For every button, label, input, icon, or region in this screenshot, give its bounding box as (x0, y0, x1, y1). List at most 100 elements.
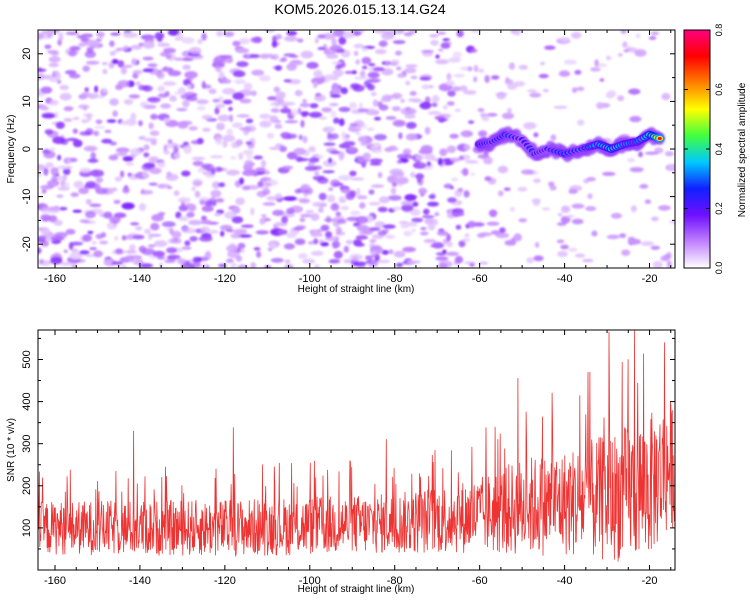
heatmap-cell (166, 143, 172, 149)
heatmap-cell (142, 41, 155, 49)
heatmap-cell (276, 35, 283, 39)
heatmap-cell (79, 167, 92, 173)
heatmap-cell (72, 128, 78, 134)
heatmap-cell (526, 257, 534, 264)
heatmap-cell (491, 75, 500, 80)
heatmap-cell (298, 253, 308, 259)
heatmap-cell (250, 207, 255, 216)
heatmap-cell (147, 96, 161, 103)
heatmap-cell (183, 141, 189, 146)
heatmap-cell (507, 82, 518, 90)
heatmap-cell (312, 201, 322, 207)
heatmap-cell (331, 240, 341, 249)
heatmap-cell (378, 40, 388, 47)
heatmap-cell (63, 118, 73, 122)
heatmap-cell (486, 221, 500, 226)
x-tick-label: -20 (642, 273, 658, 285)
heatmap-cell (81, 119, 89, 124)
heatmap-cell (370, 91, 377, 97)
heatmap-cell (420, 231, 429, 236)
heatmap-cell (271, 41, 278, 48)
heatmap-cell (336, 219, 347, 224)
heatmap-cell (420, 227, 427, 231)
heatmap-cell (284, 264, 294, 268)
heatmap-cell (68, 73, 81, 79)
heatmap-cell (349, 253, 364, 262)
heatmap-cell (374, 49, 387, 55)
heatmap-cell (183, 145, 192, 154)
heatmap-cell (495, 232, 510, 239)
heatmap-cell (48, 99, 59, 106)
heatmap-cell (330, 94, 342, 98)
heatmap-cell (239, 177, 244, 185)
heatmap-cell (66, 158, 72, 164)
x-tick-label: -100 (299, 575, 321, 587)
heatmap-cell (368, 201, 381, 206)
heatmap-cell (259, 75, 271, 82)
heatmap-cell (333, 250, 343, 259)
x-tick-label: -140 (129, 575, 151, 587)
heatmap-cell (60, 261, 73, 266)
heatmap-cell (540, 61, 546, 66)
heatmap-cell (448, 57, 462, 63)
heatmap-cell (232, 206, 241, 214)
heatmap-cell (58, 206, 68, 211)
heatmap-cell (40, 227, 51, 236)
heatmap-cell (490, 230, 501, 235)
heatmap-cell (214, 107, 220, 115)
heatmap-cell (400, 224, 410, 229)
heatmap-cell (39, 106, 50, 111)
heatmap-cell (119, 150, 128, 157)
heatmap-cell (96, 31, 105, 38)
heatmap-cell (269, 102, 280, 106)
heatmap-cell (486, 112, 498, 117)
heatmap-cell (280, 108, 292, 114)
heatmap-cell (143, 162, 156, 169)
heatmap-cell (230, 262, 237, 268)
heatmap-cell (382, 224, 396, 229)
heatmap-cell (171, 230, 182, 239)
heatmap-cell (596, 63, 608, 68)
heatmap-cell (317, 46, 327, 51)
heatmap-cell (257, 180, 264, 188)
heatmap-cell (94, 125, 105, 129)
heatmap-cell (341, 135, 350, 141)
heatmap-cell (295, 225, 307, 230)
heatmap-cell (560, 36, 570, 43)
heatmap-cell (369, 227, 381, 231)
heatmap-cell (70, 192, 79, 197)
heatmap-cell (306, 61, 319, 69)
heatmap-cell (301, 186, 306, 190)
heatmap-cell (50, 167, 59, 175)
heatmap-cell (418, 148, 433, 155)
heatmap-cell (165, 54, 172, 59)
heatmap-cell (405, 133, 418, 141)
heatmap-cell (210, 167, 216, 175)
heatmap-cell (381, 94, 392, 101)
heatmap-cell (106, 221, 118, 230)
heatmap-cell (93, 130, 100, 136)
heatmap-cell (505, 77, 510, 83)
heatmap-cell (497, 165, 509, 174)
heatmap-cell (188, 126, 198, 131)
heatmap-cell (330, 133, 339, 140)
heatmap-cell (38, 67, 42, 73)
heatmap-cell (190, 55, 204, 60)
heatmap-cell (533, 178, 541, 184)
heatmap-cell (532, 200, 540, 207)
heatmap-cell (157, 42, 171, 47)
heatmap-cell (284, 120, 299, 124)
heatmap-cell (629, 115, 642, 123)
heatmap-cell (83, 106, 88, 111)
heatmap-cell (167, 186, 173, 190)
heatmap-cell (122, 186, 130, 194)
heatmap-cell (121, 202, 135, 210)
heatmap-cell (332, 69, 344, 78)
heatmap-cell (38, 173, 43, 177)
heatmap-cell (178, 204, 189, 212)
heatmap-cell (304, 166, 318, 171)
heatmap-cell (392, 119, 406, 127)
heatmap-cell (340, 87, 349, 95)
heatmap-cell (242, 169, 255, 176)
heatmap-cell (398, 132, 403, 140)
